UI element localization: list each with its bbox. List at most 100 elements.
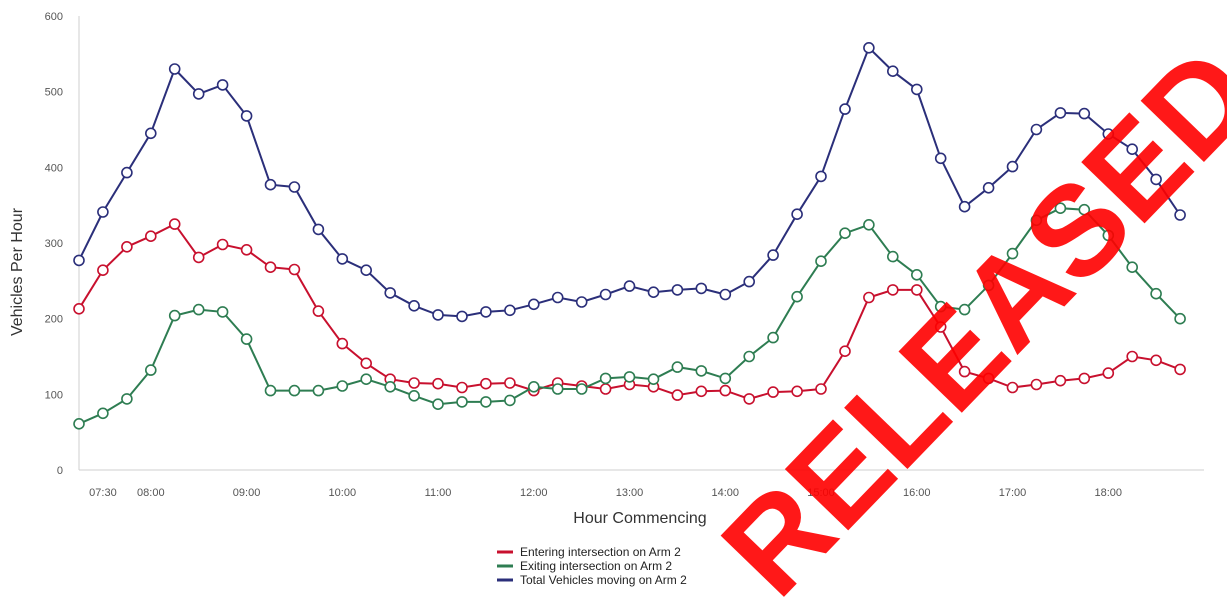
data-point (1030, 123, 1043, 136)
data-point (216, 306, 229, 318)
data-point (863, 219, 875, 231)
legend-label: Total Vehicles moving on Arm 2 (520, 573, 687, 587)
data-point (264, 261, 277, 274)
legend-label: Exiting intersection on Arm 2 (520, 559, 672, 573)
data-point (527, 298, 540, 311)
data-point (1102, 367, 1115, 379)
data-point (1174, 209, 1186, 221)
data-point (240, 244, 253, 256)
data-point (384, 287, 397, 299)
data-point (1054, 202, 1067, 214)
data-point (958, 200, 971, 213)
data-point (456, 381, 468, 394)
data-point (575, 296, 588, 308)
y-tick-label: 500 (45, 87, 63, 99)
data-point (695, 282, 708, 295)
data-point (671, 389, 684, 401)
x-tick-label: 08:00 (137, 487, 165, 499)
data-point (551, 383, 564, 395)
data-point (432, 398, 444, 411)
data-point (1078, 107, 1091, 120)
y-tick-label: 400 (45, 162, 63, 174)
data-point (384, 380, 397, 393)
data-point (767, 331, 779, 344)
x-tick-label: 15:00 (807, 487, 835, 499)
data-point (1150, 354, 1162, 367)
x-tick-label: 18:00 (1094, 487, 1122, 499)
y-tick-label: 100 (45, 389, 63, 401)
data-point (1006, 160, 1019, 173)
data-point (863, 41, 875, 54)
x-tick-label: 14:00 (712, 487, 740, 499)
data-point (719, 288, 732, 301)
data-point (408, 377, 420, 389)
data-point (767, 249, 779, 261)
data-point (336, 380, 349, 392)
series-layer (73, 41, 1186, 430)
data-point (934, 321, 947, 333)
data-point (719, 372, 732, 385)
x-tick-label: 11:00 (425, 487, 452, 499)
x-tick-label: 17:00 (999, 487, 1027, 499)
data-point (1150, 287, 1162, 300)
data-point (1030, 378, 1043, 391)
data-point (456, 310, 468, 323)
data-point (145, 230, 157, 242)
data-point (671, 284, 684, 296)
data-point (958, 303, 971, 316)
y-tick-label: 600 (45, 11, 63, 23)
data-point (504, 304, 516, 317)
data-point (934, 152, 947, 165)
data-point (671, 361, 684, 373)
x-tick-label: 09:00 (233, 487, 261, 499)
data-point (719, 384, 732, 397)
data-point (288, 384, 301, 397)
data-point (480, 377, 492, 390)
data-point (480, 396, 492, 408)
data-point (527, 380, 540, 393)
y-tick-labels: 0 100 200 300 400 500 600 (45, 11, 63, 477)
data-point (815, 255, 827, 268)
data-point (791, 208, 803, 220)
data-point (1102, 128, 1115, 140)
data-point (599, 383, 612, 395)
data-point (1006, 381, 1019, 394)
data-point (958, 365, 971, 378)
data-point (288, 263, 301, 276)
data-point (886, 65, 899, 77)
data-point (121, 393, 133, 405)
data-point (1006, 247, 1019, 260)
data-point (599, 372, 612, 385)
x-tick-labels: 07:30 08:00 09:00 10:00 11:00 12:00 13:00 14:00… (89, 487, 1122, 499)
data-point (121, 241, 133, 253)
data-point (192, 303, 205, 316)
y-tick-label: 300 (45, 238, 63, 250)
data-point (1150, 173, 1162, 186)
series-2 (73, 202, 1186, 430)
data-point (910, 268, 923, 281)
data-point (192, 251, 205, 264)
data-point (1078, 203, 1091, 216)
data-point (121, 166, 133, 179)
data-point (145, 364, 157, 376)
data-point (910, 284, 923, 296)
data-point (408, 389, 420, 402)
data-point (934, 300, 947, 313)
data-point (97, 264, 109, 277)
data-point (910, 83, 923, 96)
data-point (647, 286, 660, 299)
y-axis-title: Vehicles Per Hour (9, 207, 26, 336)
x-tick-label: 10:00 (329, 487, 357, 499)
x-tick-label: 07:30 (89, 487, 117, 499)
data-point (575, 383, 588, 395)
data-point (336, 253, 349, 265)
data-point (456, 396, 468, 408)
data-point (551, 291, 564, 304)
data-point (1054, 107, 1067, 119)
data-point (264, 178, 277, 191)
data-point (360, 357, 373, 370)
data-point (839, 345, 851, 358)
data-point (336, 337, 349, 350)
